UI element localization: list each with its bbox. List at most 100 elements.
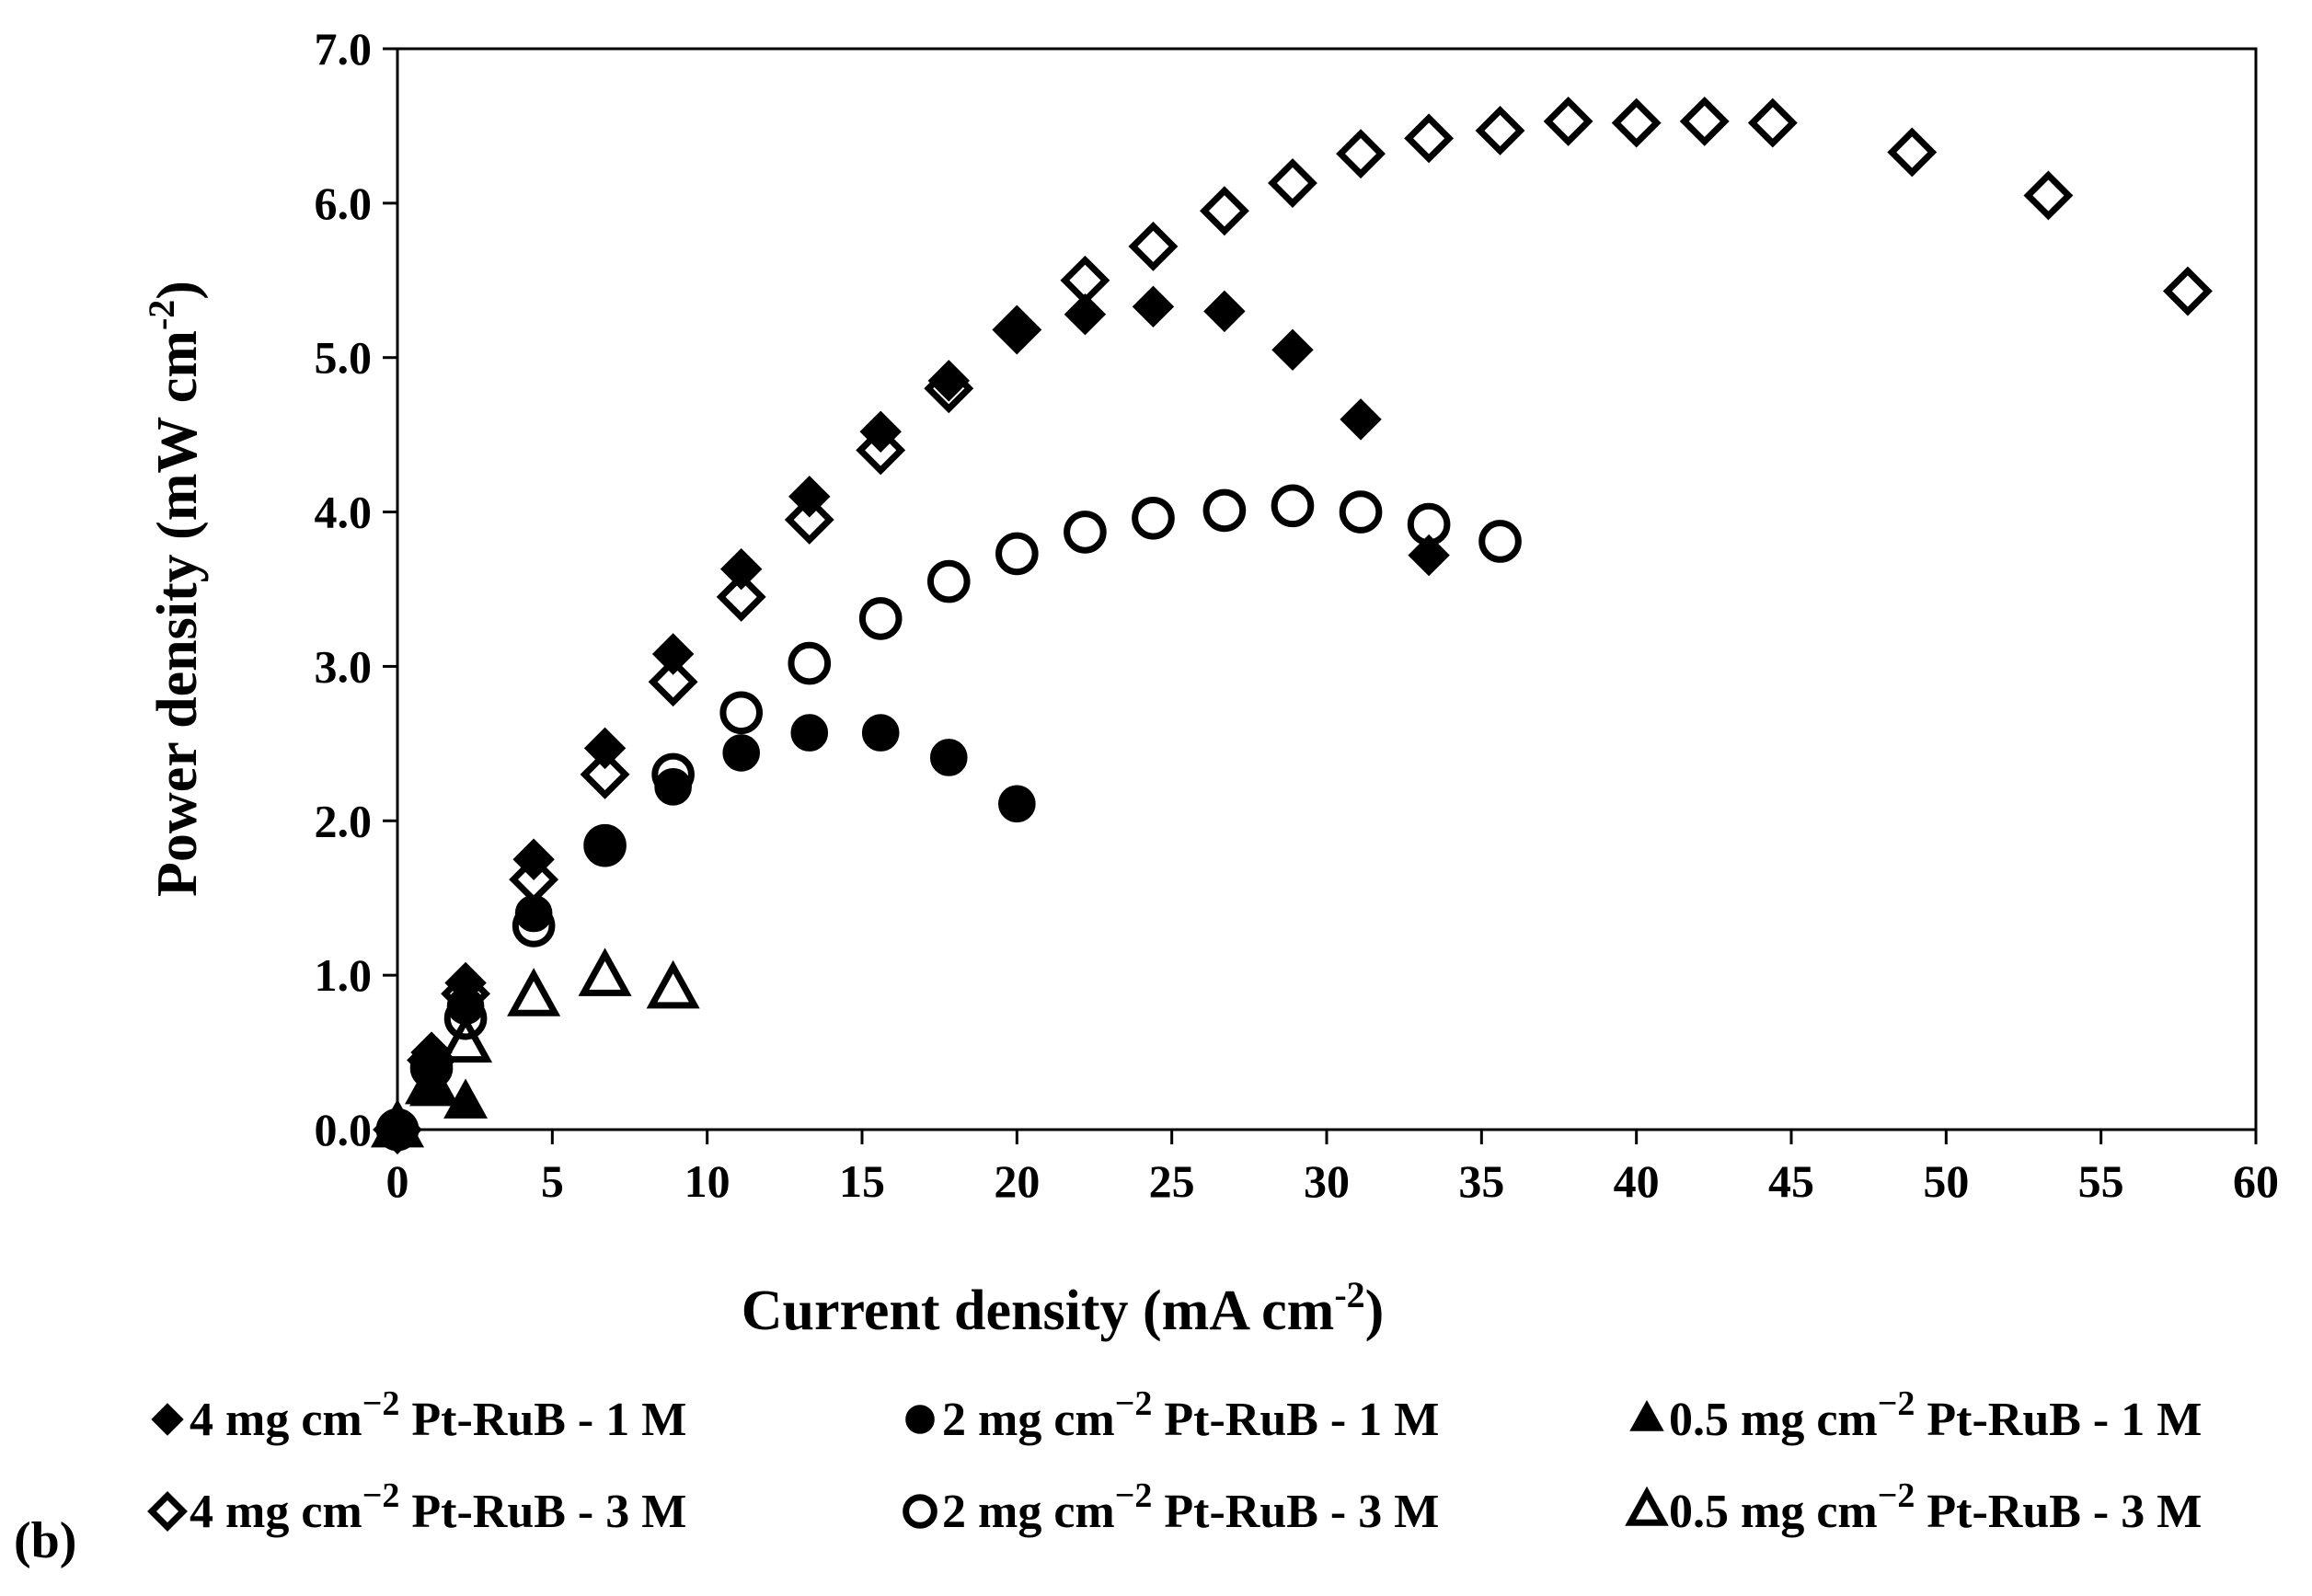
legend-label: 2 mg cm−2 Pt-RuB - 1 M [942,1384,1439,1446]
x-tick-label: 10 [684,1155,730,1207]
data-point [651,752,695,797]
data-point [1199,186,1249,236]
data-point [1128,221,1179,271]
legend-label: 0.5 mg cm−2 Pt-RuB - 1 M [1669,1384,2202,1446]
x-axis: 0 5 10 15 20 25 30 35 40 45 50 55 60 [386,1130,2279,1207]
legend-label: 0.5 mg cm−2 Pt-RuB - 3 M [1669,1476,2202,1538]
legend-item-s05-3m: 0.5 mg cm−2 Pt-RuB - 3 M [1625,1476,2202,1538]
data-point [1478,520,1522,563]
data-point [1404,113,1455,164]
data-point [654,768,692,806]
legend-item-s4-3m: 4 mg cm−2 Pt-RuB - 3 M [147,1476,686,1538]
legend-label: 2 mg cm−2 Pt-RuB - 3 M [942,1476,1439,1538]
data-point [927,360,970,402]
series-s4-3m [373,96,2213,1154]
data-point [1408,534,1450,577]
data-point [370,1098,425,1148]
x-tick-label: 20 [994,1155,1040,1207]
data-point [719,691,764,735]
legend-item-s2-3m: 2 mg cm−2 Pt-RuB - 3 M [903,1476,1439,1538]
panel-label: (b) [14,1512,76,1569]
series-s2-1m [378,714,1036,1149]
data-point [858,597,903,640]
data-marks [370,96,2213,1154]
y-tick-label: 2.0 [315,795,373,846]
y-tick-label: 6.0 [315,178,373,229]
data-point [1271,328,1314,372]
x-tick-label: 15 [839,1155,885,1207]
legend-marker-circle [905,1405,935,1434]
data-point [1679,96,1730,146]
legend: 4 mg cm−2 Pt-RuB - 1 M 2 mg cm−2 Pt-RuB -… [147,1384,2202,1538]
data-point [995,308,1039,351]
legend-label: 4 mg cm−2 Pt-RuB - 3 M [190,1476,686,1538]
data-point [651,633,695,675]
data-point [1407,502,1451,546]
legend-marker-triangle [1629,1399,1664,1431]
legend-item-s05-1m: 0.5 mg cm−2 Pt-RuB - 1 M [1629,1384,2202,1446]
data-point [443,996,488,1040]
y-axis: 0.0 1.0 2.0 3.0 4.0 5.0 6.0 7.0 [315,23,397,1155]
legend-item-s2-1m: 2 mg cm−2 Pt-RuB - 1 M [905,1384,1439,1446]
legend-marker-diamond [151,1403,184,1436]
x-tick-label: 50 [1923,1155,1969,1207]
data-point [507,968,561,1016]
x-tick-label: 45 [1768,1155,1814,1207]
data-point [790,714,829,752]
data-point [1339,490,1383,534]
data-point [1064,293,1107,336]
data-point [856,425,906,476]
y-tick-label: 5.0 [315,332,373,384]
series-s2-3m [375,484,1522,1152]
y-tick-label: 7.0 [315,23,373,75]
x-axis-title: Current density (mA cm-2) [742,1274,1385,1342]
data-point [1203,290,1246,333]
data-point [1747,98,1798,148]
x-tick-label: 0 [386,1155,409,1207]
data-point [719,547,763,591]
y-tick-label: 3.0 [315,640,373,692]
data-point [1475,106,1525,155]
data-point [722,734,761,772]
series-s05-3m [370,947,700,1148]
data-point [1060,255,1110,305]
data-point [995,532,1039,576]
data-point [512,904,556,947]
legend-marker-diamond [147,1491,188,1532]
data-point [716,571,766,622]
data-point [1268,158,1317,208]
data-point [1064,511,1107,554]
data-point [1887,127,1938,178]
data-point [405,1055,459,1105]
data-point [1132,496,1175,540]
data-point [2023,170,2074,221]
x-tick-label: 30 [1304,1155,1350,1207]
legend-marker-triangle [1625,1486,1669,1526]
data-point [1202,488,1247,533]
data-point [788,641,832,685]
data-point [409,1046,454,1090]
y-tick-label: 1.0 [315,949,373,1001]
data-point [648,657,698,707]
data-point [1340,398,1382,441]
data-point [992,304,1042,355]
x-tick-label: 25 [1149,1155,1195,1207]
y-tick-label: 0.0 [315,1104,373,1155]
legend-marker-circle [903,1494,937,1529]
data-point [583,823,627,867]
y-tick-label: 4.0 [315,487,373,538]
data-point [509,855,559,905]
data-point [861,714,900,752]
x-tick-label: 5 [541,1155,564,1207]
data-point [929,739,968,776]
x-tick-label: 40 [1614,1155,1660,1207]
data-point [1336,129,1386,179]
legend-label: 4 mg cm−2 Pt-RuB - 1 M [190,1384,686,1446]
data-point [439,1014,493,1063]
data-point [924,363,974,414]
data-point [583,727,627,770]
y-axis-title: Power density (mW cm-2) [141,281,209,897]
x-tick-label: 55 [2078,1155,2124,1207]
data-point [646,959,700,1009]
